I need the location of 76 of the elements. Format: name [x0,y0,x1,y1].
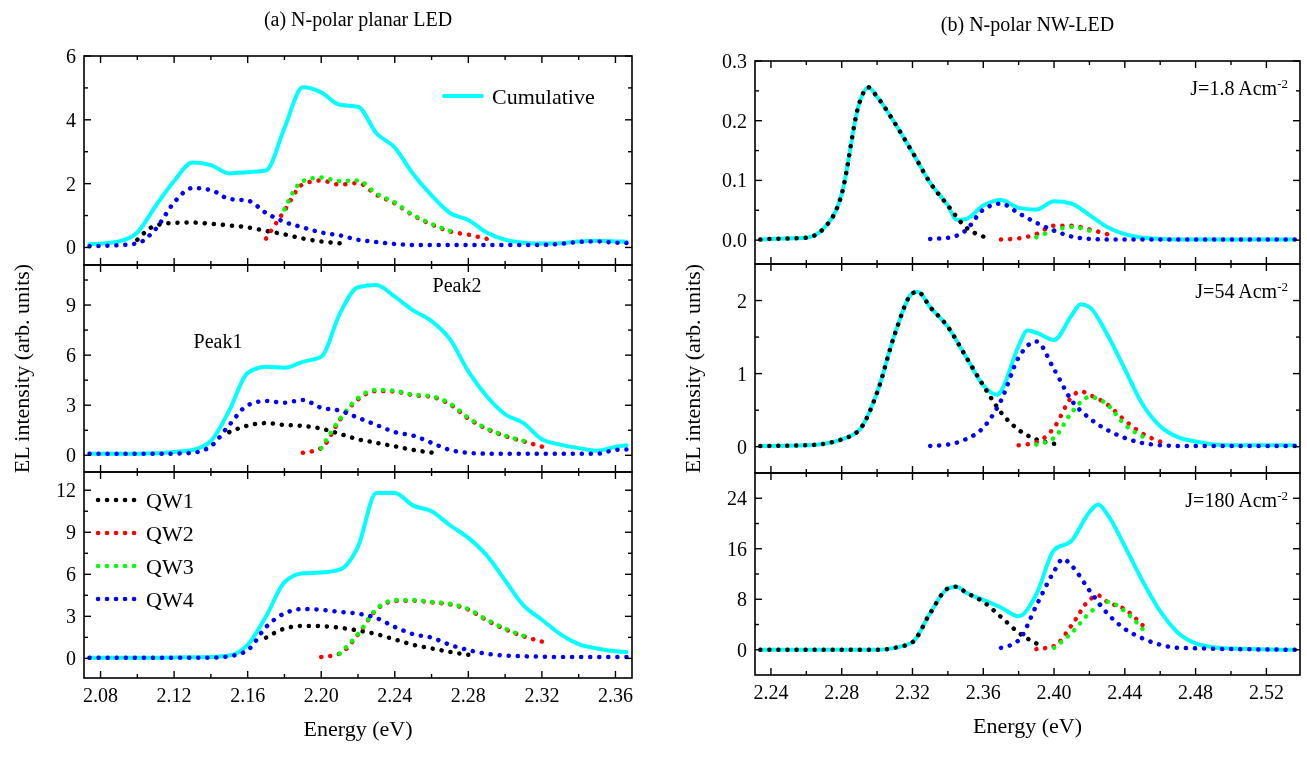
y-tick-label: 2 [66,172,76,195]
y-tick-label: 9 [66,294,76,317]
line-series [1051,599,1145,651]
line-series [927,201,1297,242]
annotation: J=1.8 Acm$^{-2}$ [1190,75,1288,99]
annotation: Peak2 [432,274,482,296]
legend-label: QW2 [146,521,194,546]
x-axis-title: Energy (eV) [303,716,413,741]
legend-label: QW3 [146,554,194,579]
x-tick-label: 2.36 [597,684,633,706]
y-tick-label: 24 [727,487,747,510]
x-tick-label: 2.40 [1036,681,1072,703]
y-tick-label: 0 [66,444,76,467]
line-series [1016,388,1163,448]
x-tick-label: 2.12 [156,684,192,706]
line-series [337,597,526,657]
legend-label: QW4 [146,587,194,612]
y-tick-label: 0 [66,647,76,670]
x-tick-label: 2.32 [894,681,930,703]
annotation: Peak1 [193,330,243,352]
y-tick-label: 9 [66,521,76,544]
line-series [318,387,526,451]
y-tick-label: 0.3 [722,50,747,72]
line-series [998,223,1110,242]
x-tick-label: 2.20 [303,684,339,706]
x-tick-label: 2.24 [377,684,413,706]
y-tick-label: 16 [727,537,747,560]
y-tick-label: 2 [737,289,747,312]
x-tick-label: 2.16 [230,684,266,706]
y-tick-label: 12 [56,479,76,502]
legend-label: QW1 [146,488,194,513]
y-tick-label: 3 [66,394,76,417]
y-tick-label: 1 [737,362,747,385]
annotation: J=54 Acm$^{-2}$ [1195,278,1288,302]
y-tick-label: 0 [737,435,747,458]
x-tick-label: 2.28 [824,681,860,703]
y-tick-label: 0.0 [722,229,747,252]
y-tick-label: 0.1 [722,169,747,192]
x-tick-label: 2.32 [524,684,560,706]
line-series [318,598,545,660]
line-series [227,420,434,455]
y-tick-label: 6 [66,344,76,367]
y-tick-label: 0.2 [722,109,747,132]
y-tick-label: 3 [66,605,76,628]
legend-label: Cumulative [492,84,595,109]
y-axis-title: EL intensity (arb. units) [9,263,34,474]
y-tick-label: 0 [66,236,76,259]
y-tick-label: 6 [66,45,76,67]
y-tick-label: 4 [66,108,76,131]
chart-title: (b) N-polar NW-LED [940,13,1115,36]
line-series [282,175,453,234]
annotation: J=180 Acm$^{-2}$ [1185,487,1288,511]
x-tick-label: 2.36 [965,681,1001,703]
chart-title: (a) N-polar planar LED [263,8,453,31]
x-tick-label: 2.24 [753,681,789,703]
line-series [263,623,471,657]
y-axis-title: EL intensity (arb. units) [680,263,705,474]
line-series [1034,394,1145,447]
line-series [87,397,629,456]
x-axis-title: Energy (eV) [973,713,1082,738]
line-series [87,85,629,247]
line-series [1034,593,1145,652]
line-series [135,220,342,246]
line-series [300,388,545,456]
line-series [927,339,1297,449]
y-tick-label: 6 [66,563,76,586]
x-tick-label: 2.44 [1107,681,1143,703]
line-series [998,556,1297,652]
x-tick-label: 2.08 [83,684,119,706]
y-tick-label: 8 [737,588,747,611]
x-tick-label: 2.52 [1248,681,1284,703]
x-tick-label: 2.48 [1178,681,1214,703]
x-tick-label: 2.28 [450,684,486,706]
line-series [87,185,629,249]
y-tick-label: 0 [737,638,747,661]
line-series [263,178,489,242]
